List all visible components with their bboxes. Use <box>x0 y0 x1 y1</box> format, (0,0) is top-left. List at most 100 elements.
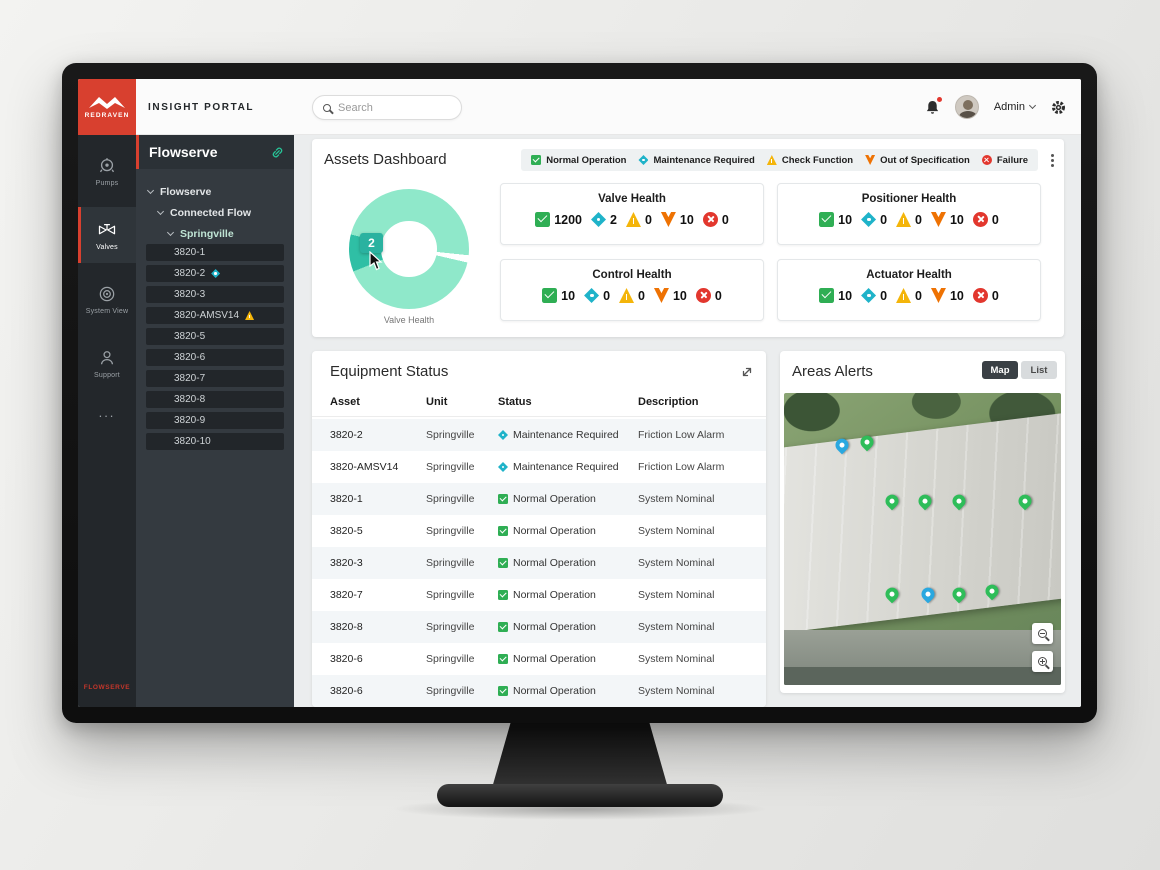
cell-asset: 3820-7 <box>330 589 363 601</box>
stat-value: 0 <box>880 212 888 227</box>
tree-asset-label: 3820-AMSV14 <box>174 310 240 321</box>
valve-health-donut-chart[interactable] <box>349 189 469 309</box>
table-row[interactable]: 3820-AMSV14 Springville Maintenance Requir… <box>312 451 766 483</box>
tree-asset-label: 3820-10 <box>174 436 211 447</box>
sidebar-more-button[interactable]: ... <box>98 405 116 420</box>
tree-asset-3820-1[interactable]: 3820-1 <box>146 244 284 261</box>
equipment-status-title: Equipment Status <box>330 363 449 380</box>
sidebar-item-system-view[interactable]: System View <box>78 271 136 327</box>
normal-icon <box>531 155 542 165</box>
zoom-out-button[interactable] <box>1032 623 1053 644</box>
table-row[interactable]: 3820-1 Springville Normal Operation System … <box>312 483 766 515</box>
tree-node-flowserve[interactable]: Flowserve <box>136 181 294 202</box>
stat-value: 0 <box>915 288 922 303</box>
assets-dashboard-panel: Assets Dashboard Normal Operation Mainten… <box>312 139 1064 337</box>
tree-asset-3820-3[interactable]: 3820-3 <box>146 286 284 303</box>
normal-icon <box>819 212 835 227</box>
search-input[interactable] <box>338 101 451 114</box>
tree-asset-3820-9[interactable]: 3820-9 <box>146 412 284 429</box>
areas-alerts-panel: Areas Alerts Map List <box>780 351 1065 693</box>
sidebar-item-pumps[interactable]: Pumps <box>78 143 136 199</box>
zoom-in-icon <box>1038 657 1047 666</box>
kebab-menu-icon[interactable] <box>1049 152 1056 169</box>
tree-node-springville[interactable]: Springville <box>136 223 294 244</box>
stat-maintenance: 0 <box>861 212 887 227</box>
search-box[interactable] <box>312 95 462 120</box>
cell-unit: Springville <box>426 493 475 505</box>
chevron-down-icon <box>156 207 165 215</box>
stat-value: 0 <box>603 288 611 303</box>
cell-status: Maintenance Required <box>498 419 619 451</box>
cell-unit: Springville <box>426 653 475 665</box>
spec-icon <box>930 212 946 227</box>
cell-asset: 3820-3 <box>330 557 363 569</box>
maintenance-icon <box>584 288 600 303</box>
stat-failure: 0 <box>695 288 722 303</box>
brand-name: REDRAVEN <box>84 112 130 119</box>
cell-description: Friction Low Alarm <box>638 429 725 441</box>
status-text: Maintenance Required <box>513 429 619 441</box>
link-icon[interactable] <box>271 146 284 159</box>
table-row[interactable]: 3820-8 Springville Normal Operation System … <box>312 611 766 643</box>
stat-value: 0 <box>644 212 652 227</box>
flowserve-logo: FLOWSERVE <box>83 684 131 691</box>
settings-button[interactable] <box>1050 99 1067 116</box>
tree-asset-3820-2[interactable]: 3820-2 <box>146 265 284 282</box>
stat-normal: 10 <box>819 288 852 303</box>
valves-icon <box>98 223 116 234</box>
redraven-logo[interactable]: REDRAVEN <box>78 79 136 135</box>
legend-item-check: Check Function <box>766 154 854 166</box>
stat-value: 10 <box>838 288 853 303</box>
legend-item-normal: Normal Operation <box>531 155 626 166</box>
failure-icon <box>972 212 988 227</box>
check-icon <box>896 212 912 227</box>
stat-value: 0 <box>714 288 722 303</box>
health-card: Control Health 10 0 0 10 0 <box>500 259 764 321</box>
expand-button[interactable] <box>740 365 754 379</box>
tree-asset-3820-8[interactable]: 3820-8 <box>146 391 284 408</box>
failure-icon <box>981 155 992 165</box>
user-menu[interactable]: Admin <box>994 101 1037 113</box>
stat-value: 0 <box>880 288 888 303</box>
table-row[interactable]: 3820-7 Springville Normal Operation System … <box>312 579 766 611</box>
check-icon <box>245 311 255 320</box>
page-title: Assets Dashboard <box>324 151 447 168</box>
sidebar-item-support[interactable]: Support <box>78 335 136 391</box>
normal-icon <box>498 558 508 568</box>
tree-asset-3820-AMSV14[interactable]: 3820-AMSV14 <box>146 307 284 324</box>
status-text: Normal Operation <box>513 685 596 697</box>
table-row[interactable]: 3820-2 Springville Maintenance Required Fri… <box>312 419 766 451</box>
table-row[interactable]: 3820-3 Springville Normal Operation System … <box>312 547 766 579</box>
tree-node-connected-flow[interactable]: Connected Flow <box>136 202 294 223</box>
screen: REDRAVEN INSIGHT PORTAL <box>78 79 1081 707</box>
maintenance-icon <box>638 155 649 165</box>
top-bar-actions: Admin <box>925 79 1067 135</box>
tree-asset-label: 3820-7 <box>174 373 206 384</box>
stat-value: 10 <box>949 212 964 227</box>
cell-description: Friction Low Alarm <box>638 461 725 473</box>
maintenance-icon <box>211 269 221 278</box>
table-row[interactable]: 3820-6 Springville Normal Operation System … <box>312 643 766 675</box>
monitor-stand-neck <box>492 720 668 788</box>
tree-asset-3820-7[interactable]: 3820-7 <box>146 370 284 387</box>
sidebar-item-valves[interactable]: Valves <box>78 207 136 263</box>
health-cards: Valve Health 1200 2 0 10 0 Positioner Health 10… <box>500 183 1041 321</box>
map[interactable] <box>784 393 1061 685</box>
zoom-out-icon <box>1038 629 1047 638</box>
notifications-button[interactable] <box>925 96 942 116</box>
zoom-in-button[interactable] <box>1032 651 1053 672</box>
avatar[interactable] <box>954 95 979 119</box>
tree-asset-3820-5[interactable]: 3820-5 <box>146 328 284 345</box>
map-toggle-button[interactable]: Map <box>982 361 1018 379</box>
tree-asset-3820-6[interactable]: 3820-6 <box>146 349 284 366</box>
stat-value: 1200 <box>554 212 583 227</box>
maintenance-icon <box>498 430 508 440</box>
table-row[interactable]: 3820-5 Springville Normal Operation System … <box>312 515 766 547</box>
tree-asset-label: 3820-1 <box>174 247 206 258</box>
tree-asset-3820-10[interactable]: 3820-10 <box>146 433 284 450</box>
sidebar-label-system-view: System View <box>85 307 129 315</box>
legend-label: Check Function <box>781 154 854 166</box>
list-toggle-button[interactable]: List <box>1021 361 1057 379</box>
chevron-down-icon <box>166 228 175 236</box>
table-row[interactable]: 3820-6 Springville Normal Operation System … <box>312 675 766 707</box>
